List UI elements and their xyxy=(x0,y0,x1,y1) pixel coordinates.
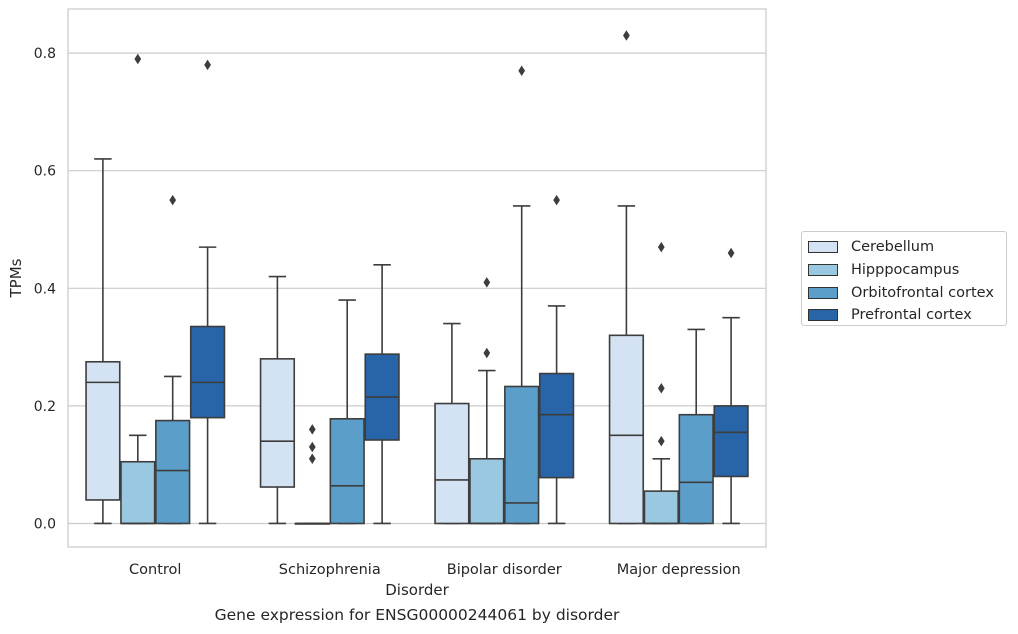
box-iqr xyxy=(120,460,156,525)
box-iqr xyxy=(608,334,645,525)
outlier-point xyxy=(134,53,142,65)
legend-swatch xyxy=(808,241,838,254)
series-prefrontal-cortex xyxy=(189,59,749,525)
legend-item-cerebellum: Cerebellum xyxy=(808,236,1006,259)
y-tick-label: 0.0 xyxy=(34,516,56,532)
legend-label: Orbitofrontal cortex xyxy=(851,284,994,301)
legend-item-hippocampus: Hipppocampus xyxy=(808,259,1006,282)
y-tick-labels: 0.0 0.2 0.4 0.6 0.8 xyxy=(34,46,56,532)
x-tick-label: Control xyxy=(129,562,181,578)
box-iqr xyxy=(678,413,714,525)
box xyxy=(469,277,505,525)
series-cerebellum xyxy=(85,30,645,525)
box-iqr xyxy=(643,490,679,525)
outlier-point xyxy=(308,441,316,453)
outlier-point xyxy=(308,424,316,435)
box-iqr xyxy=(189,325,226,419)
outlier-point xyxy=(483,277,491,288)
box xyxy=(538,194,575,525)
x-tick-label: Major depression xyxy=(617,562,741,578)
chart-caption: Gene expression for ENSG00000244061 by d… xyxy=(214,606,620,624)
box-series xyxy=(85,30,749,525)
legend-label: Cerebellum xyxy=(851,239,935,256)
box xyxy=(504,65,540,525)
box-iqr xyxy=(329,418,365,525)
box-iqr xyxy=(469,458,505,525)
box-iqr xyxy=(713,405,749,478)
outlier-point xyxy=(483,347,491,359)
legend-item-orbitofrontal-cortex: Orbitofrontal cortex xyxy=(808,281,1006,304)
plot-area-frame xyxy=(67,8,767,548)
box xyxy=(678,328,714,525)
x-tick-label: Schizophrenia xyxy=(279,562,381,578)
y-tick-label: 0.2 xyxy=(34,399,56,415)
outlier-point xyxy=(204,59,211,71)
legend-swatch xyxy=(808,309,838,322)
x-tick-labels: Control Schizophrenia Bipolar disorder Majo… xyxy=(129,562,741,578)
box-iqr xyxy=(504,385,540,525)
x-tick-label: Bipolar disorder xyxy=(447,562,562,578)
legend-swatch xyxy=(808,264,838,277)
outlier-point xyxy=(169,194,177,206)
box xyxy=(85,158,121,525)
y-tick-label: 0.4 xyxy=(34,281,56,297)
box-iqr xyxy=(259,358,296,488)
outlier-point xyxy=(623,30,630,41)
box-iqr xyxy=(155,419,191,525)
legend-swatch xyxy=(808,286,838,299)
series-orbitofrontal-cortex xyxy=(155,65,714,525)
box-iqr xyxy=(538,372,575,479)
legend: Cerebellum Hipppocampus Orbitofrontal co… xyxy=(801,231,1007,326)
box xyxy=(155,194,191,525)
box xyxy=(120,53,156,525)
legend-label: Hipppocampus xyxy=(851,262,960,279)
box xyxy=(434,322,470,525)
outlier-point xyxy=(657,435,665,447)
box-iqr xyxy=(85,360,121,501)
y-tick-label: 0.6 xyxy=(34,164,56,180)
series-hipppocampus xyxy=(120,53,679,525)
box xyxy=(364,263,400,525)
outlier-point xyxy=(657,241,665,253)
box xyxy=(294,424,330,525)
box xyxy=(608,30,645,525)
y-axis-label: TPMs xyxy=(7,258,25,298)
outlier-point xyxy=(657,382,665,394)
box xyxy=(329,299,365,525)
box xyxy=(189,59,226,525)
outlier-point xyxy=(308,453,316,465)
outlier-point xyxy=(553,194,560,206)
legend-item-prefrontal-cortex: Prefrontal cortex xyxy=(808,304,1006,327)
box xyxy=(259,275,296,525)
outlier-point xyxy=(727,247,735,259)
box xyxy=(643,241,679,525)
legend-label: Prefrontal cortex xyxy=(851,307,972,324)
box xyxy=(713,247,749,525)
outlier-point xyxy=(518,65,526,76)
x-axis-label: Disorder xyxy=(385,581,449,599)
y-tick-label: 0.8 xyxy=(34,46,56,62)
box-iqr xyxy=(434,402,470,525)
